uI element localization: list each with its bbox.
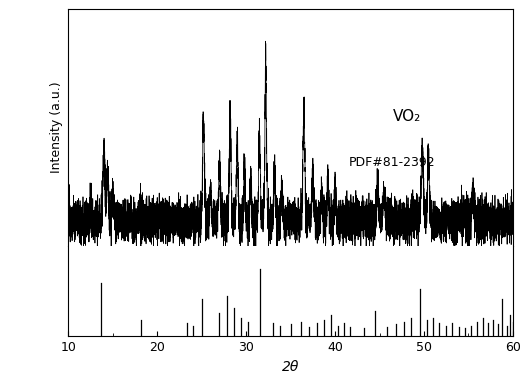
Text: VO₂: VO₂ bbox=[393, 108, 421, 124]
X-axis label: 2θ: 2θ bbox=[282, 360, 299, 374]
Text: PDF#81-2392: PDF#81-2392 bbox=[348, 156, 435, 169]
Y-axis label: Intensity (a.u.): Intensity (a.u.) bbox=[50, 82, 63, 174]
